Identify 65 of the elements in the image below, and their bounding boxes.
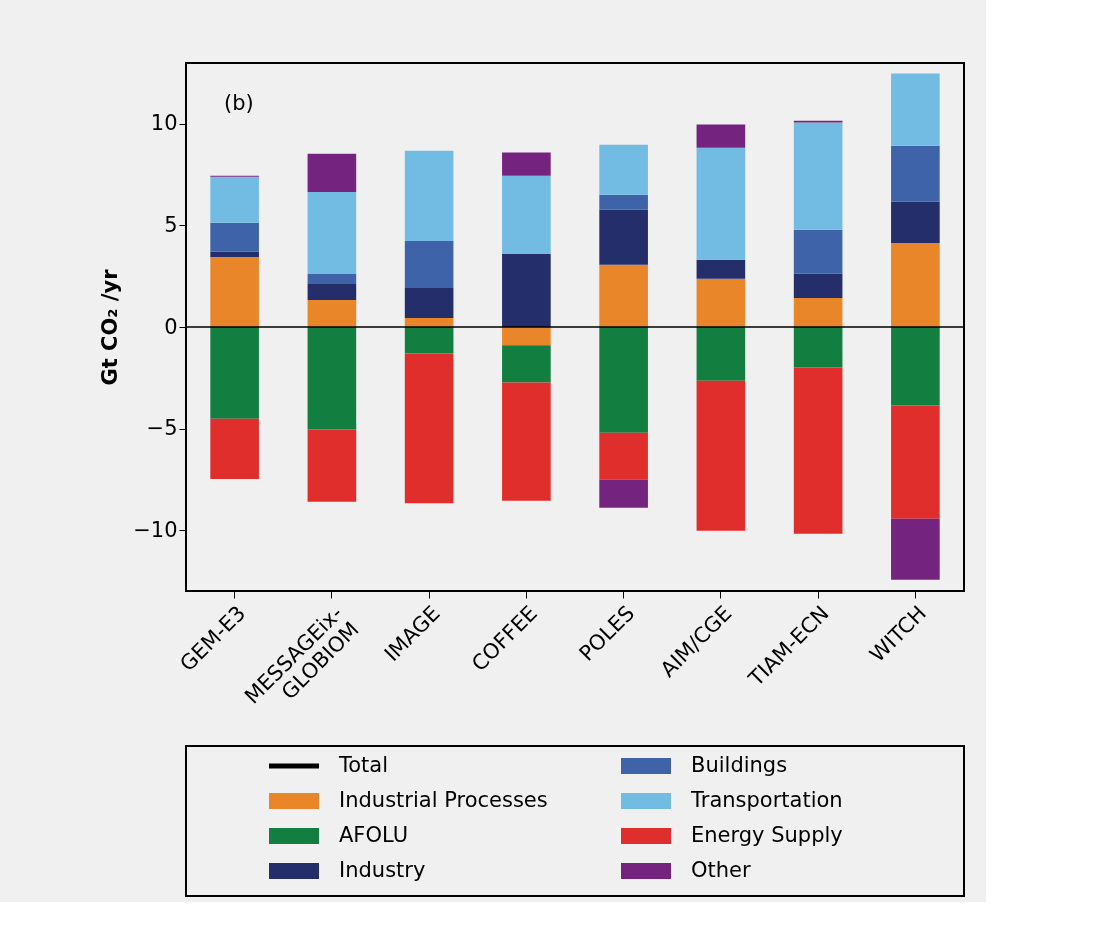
bar xyxy=(891,405,940,519)
legend-label: Total xyxy=(338,753,389,777)
y-tick-label: 5 xyxy=(164,212,178,237)
bar xyxy=(307,429,357,502)
bar xyxy=(696,380,746,531)
legend-label: Transportation xyxy=(690,788,843,812)
bar xyxy=(502,152,551,176)
bar xyxy=(599,144,648,195)
y-tick-label: 10 xyxy=(150,111,178,136)
bar xyxy=(307,299,357,327)
bar xyxy=(793,327,843,368)
bar xyxy=(696,147,746,260)
annotation: (b) xyxy=(224,91,254,115)
bar xyxy=(599,194,648,210)
bar xyxy=(502,327,551,346)
y-tick-label: 0 xyxy=(164,314,178,339)
bar xyxy=(696,124,746,148)
bar xyxy=(210,418,259,479)
legend-label: Other xyxy=(691,858,751,882)
bar xyxy=(599,432,648,480)
bar xyxy=(793,273,843,298)
bar xyxy=(502,253,551,327)
bar xyxy=(210,222,259,252)
bar xyxy=(210,251,259,257)
bar xyxy=(891,145,940,202)
legend-label: Industrial Processes xyxy=(339,788,548,812)
bar xyxy=(891,327,940,406)
bar xyxy=(793,229,843,274)
bar xyxy=(891,518,940,580)
bar xyxy=(404,353,454,504)
y-tick-label: −10 xyxy=(133,517,178,542)
bar xyxy=(696,278,746,327)
bar xyxy=(307,153,357,192)
legend-label: Industry xyxy=(339,858,426,882)
legend-label: Energy Supply xyxy=(691,823,843,847)
bar xyxy=(793,367,843,534)
bar xyxy=(599,327,648,433)
bar xyxy=(307,191,357,274)
bar xyxy=(599,479,648,508)
bar xyxy=(599,264,648,327)
bar xyxy=(210,327,259,419)
bar xyxy=(404,150,454,241)
bar xyxy=(404,240,454,289)
bar xyxy=(307,327,357,430)
bar xyxy=(599,209,648,265)
bar xyxy=(307,283,357,300)
bar xyxy=(210,256,259,327)
y-tick-label: −5 xyxy=(146,416,178,441)
legend-label: AFOLU xyxy=(339,823,408,847)
bar xyxy=(891,73,940,146)
bar xyxy=(502,345,551,383)
bar xyxy=(502,382,551,501)
bar xyxy=(307,274,357,284)
bar xyxy=(404,288,454,319)
bar xyxy=(404,327,454,354)
bar xyxy=(793,122,843,230)
bar xyxy=(891,242,940,327)
bar xyxy=(502,175,551,254)
legend-label: Buildings xyxy=(691,753,788,777)
y-axis-title: Gt CO₂ /yr xyxy=(98,268,123,386)
bar xyxy=(210,176,259,223)
bar xyxy=(891,201,940,243)
bar xyxy=(696,327,746,381)
bar xyxy=(793,297,843,327)
bar xyxy=(696,259,746,279)
